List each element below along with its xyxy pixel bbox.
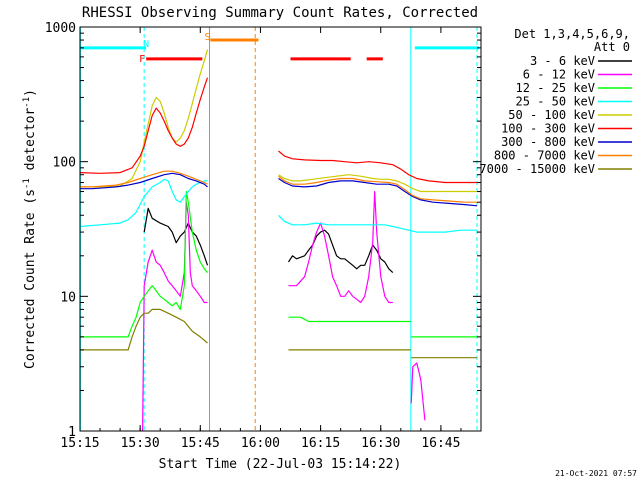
x-tick-label-16-15: 16:15 [301, 436, 340, 451]
legend-label-800-7000-kev: 800 - 7000 keV [494, 149, 595, 163]
x-tick-label-15-15: 15:15 [60, 436, 99, 451]
y-axis-label-end: ) [23, 89, 38, 97]
legend-header-detectors: Det 1,3,4,5,6,9, [514, 27, 630, 41]
legend-label-3-6-kev: 3 - 6 keV [530, 54, 595, 68]
flag-label-f: F [139, 54, 145, 65]
plot-layer: FN S [79, 27, 479, 432]
x-tick-label-15-45: 15:45 [181, 436, 220, 451]
y-axis-label: Corrected Count Rate (s-1 detector-1) [22, 89, 38, 369]
series-50-100-kev-segment-1 [278, 174, 477, 193]
series-12-25-kev-segment-1 [288, 316, 411, 323]
series-7000-15000-kev-segment-0 [80, 308, 208, 351]
series-800-7000-kev-segment-0 [80, 170, 208, 188]
y-tick-label-10: 10 [60, 290, 76, 305]
series-12-25-kev-segment-0 [80, 190, 208, 338]
series-300-800-kev-segment-0 [80, 172, 208, 190]
flag-label-n: N [143, 39, 149, 50]
flag-label-s: S [205, 32, 211, 43]
legend-label-7000-15000-kev: 7000 - 15000 keV [479, 162, 595, 176]
footer-timestamp: 21-Oct-2021 07:57 [555, 469, 637, 478]
series-100-300-kev-segment-1 [278, 150, 477, 184]
series-6-12-kev-segment-0 [142, 201, 208, 432]
y-axis: 1 10 100 1000 [45, 21, 481, 440]
legend-label-100-300-kev: 100 - 300 keV [501, 122, 595, 136]
series-3-6-kev-segment-1 [287, 229, 394, 274]
legend-label-25-50-kev: 25 - 50 keV [516, 95, 595, 109]
x-tick-label-16-45: 16:45 [421, 436, 460, 451]
legend-label-50-100-kev: 50 - 100 keV [508, 108, 595, 122]
x-tick-label-15-30: 15:30 [121, 436, 160, 451]
x-tick-label-16-30: 16:30 [361, 436, 400, 451]
y-tick-label-1: 1 [68, 425, 76, 440]
y-axis-label-mid: detector [23, 108, 38, 179]
series-300-800-kev-segment-1 [278, 178, 478, 207]
series-25-50-kev-segment-1 [278, 214, 477, 233]
series-800-7000-kev-segment-1 [278, 175, 477, 203]
y-tick-label-1000: 1000 [45, 21, 76, 36]
x-axis: 15:15 15:30 15:45 16:00 16:15 16:30 16:45 [60, 27, 482, 451]
y-axis-label-main: Corrected Count Rate (s [23, 189, 38, 369]
series-50-100-kev-segment-0 [80, 49, 209, 188]
legend-label-12-25-kev: 12 - 25 keV [516, 81, 595, 95]
series-6-12-kev-segment-2 [410, 362, 426, 421]
series-25-50-kev-segment-0 [79, 178, 208, 228]
series-3-6-kev-segment-0 [143, 207, 209, 266]
legend-header-attenuator: Att 0 [594, 40, 630, 54]
series-6-12-kev-segment-1 [288, 190, 393, 304]
y-axis-label-sup2: -1 [22, 97, 32, 108]
y-axis-label-sup1: -1 [22, 178, 32, 189]
x-tick-label-16-00: 16:00 [241, 436, 280, 451]
series-100-300-kev-segment-0 [79, 77, 209, 174]
chart-title: RHESSI Observing Summary Count Rates, Co… [82, 5, 478, 21]
legend-label-300-800-kev: 300 - 800 keV [501, 135, 595, 149]
x-axis-label: Start Time (22-Jul-03 15:14:22) [159, 457, 402, 472]
plot-frame [79, 26, 482, 432]
legend-label-6-12-kev: 6 - 12 keV [523, 68, 595, 82]
y-tick-label-100: 100 [53, 156, 76, 171]
